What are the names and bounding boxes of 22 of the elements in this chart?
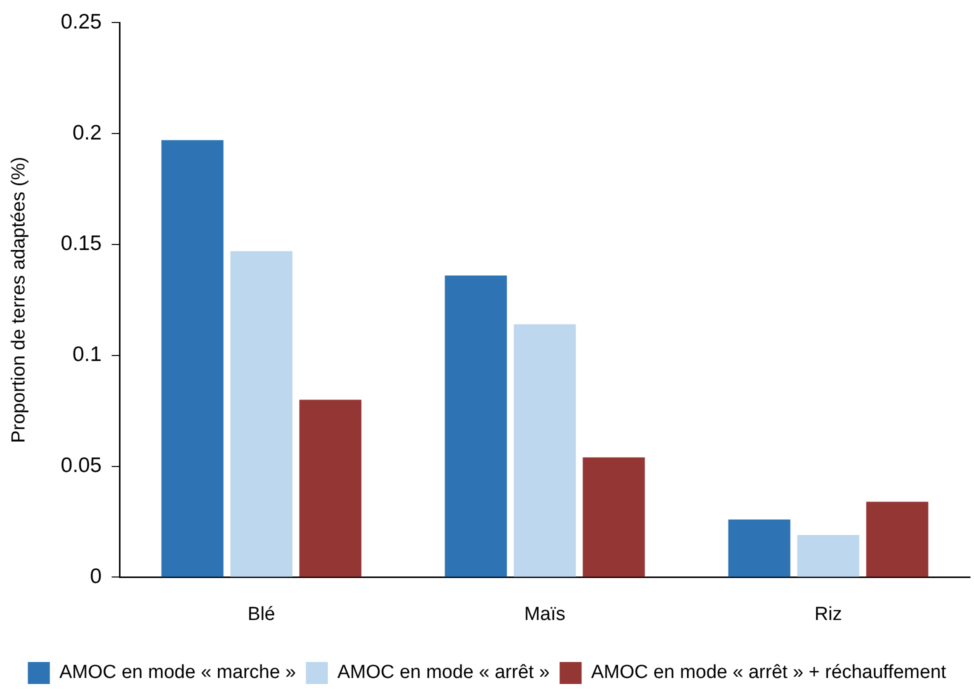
y-axis-title: Proportion de terres adaptées (%): [8, 156, 30, 444]
bar: [728, 520, 790, 577]
legend-label: AMOC en mode « arrêt » + réchauffement: [591, 662, 947, 684]
bar: [582, 457, 645, 577]
bar: [444, 276, 507, 577]
bar: [797, 535, 860, 577]
x-tick-label: Riz: [814, 604, 842, 625]
x-tick-label: Maïs: [524, 604, 566, 625]
bar: [299, 400, 362, 577]
bar: [514, 324, 576, 577]
bar: [161, 140, 224, 577]
x-tick-label: Blé: [248, 604, 276, 625]
y-tick-label: 0: [90, 564, 102, 588]
y-tick-label: 0.15: [60, 232, 102, 256]
y-tick-label: 0.1: [72, 343, 102, 366]
y-tick-label: 0.05: [60, 454, 102, 478]
y-tick-label: 0.2: [72, 121, 102, 144]
bar: [230, 251, 292, 577]
legend-label: AMOC en mode « marche »: [59, 662, 296, 684]
bar: [866, 502, 928, 577]
y-tick-label: 0.25: [60, 10, 102, 34]
legend-label: AMOC en mode « arrêt »: [337, 662, 550, 684]
